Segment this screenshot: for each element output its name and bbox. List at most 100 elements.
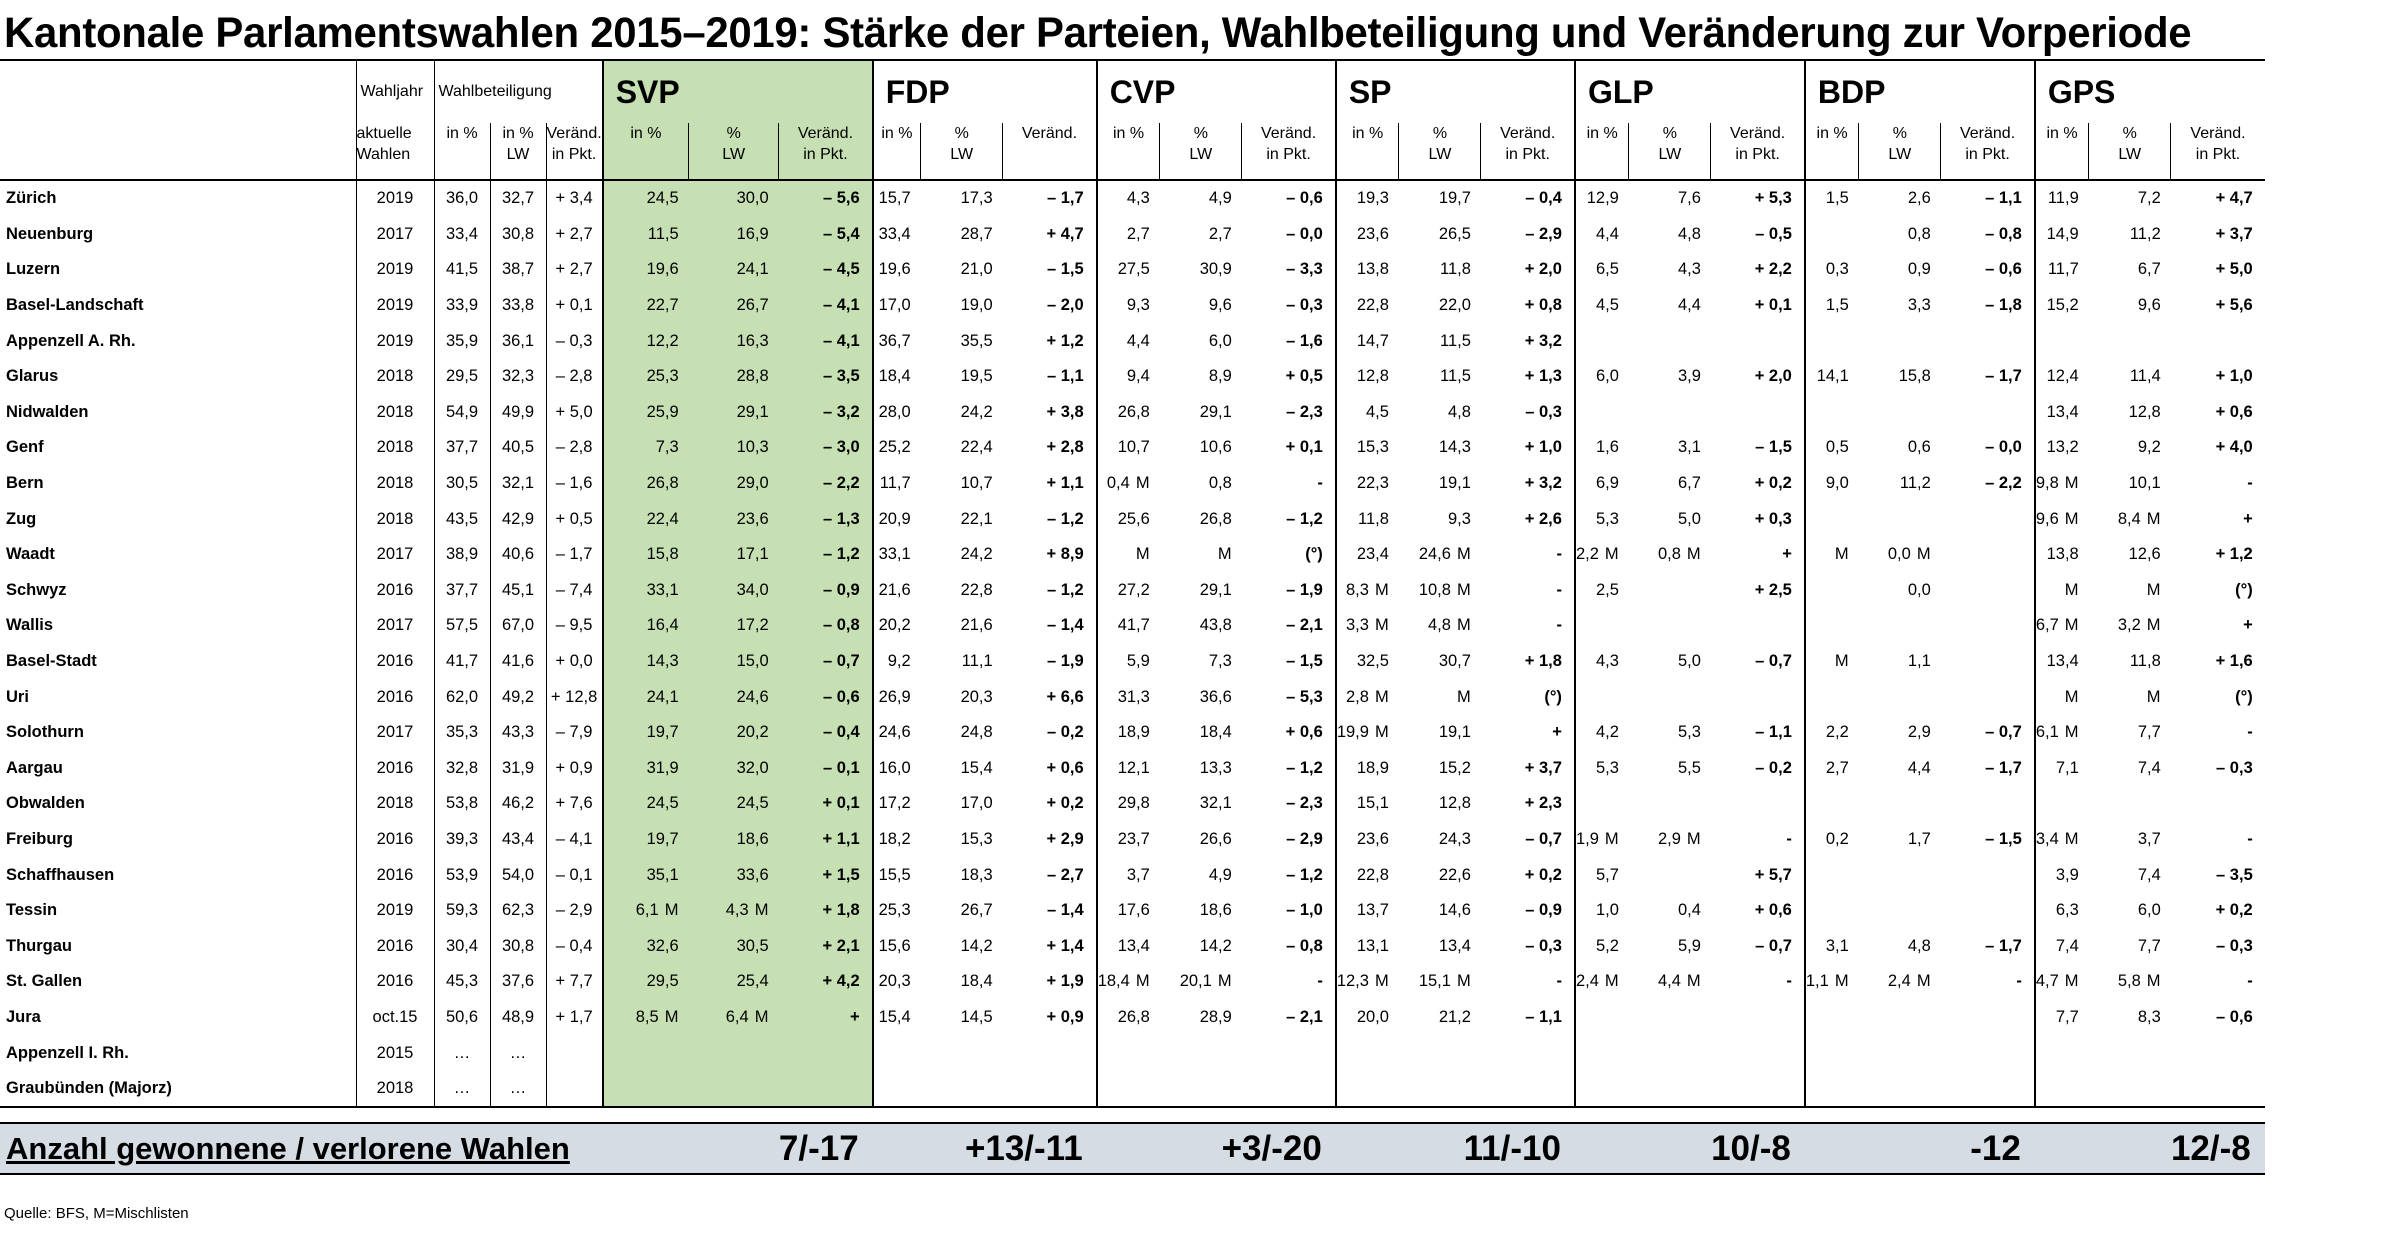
party-change: – 0,7: [1755, 936, 1792, 955]
subheader-line: LW: [1428, 146, 1452, 163]
party-change: + 0,6: [1046, 758, 1084, 777]
party-pct-lw: 4,9: [1208, 865, 1232, 884]
party-pct-lw: 17,0: [960, 794, 993, 813]
party-pct-lw: [1159, 1070, 1242, 1109]
party-header-cvp: CVP: [1095, 59, 1336, 123]
party-pct-lw: 14,2: [1199, 936, 1232, 955]
party-pct: 12,9: [1573, 180, 1629, 217]
party-change: -: [1786, 829, 1792, 848]
party-change: – 1,1: [1525, 1007, 1562, 1026]
party-pct-lw: 17,1: [688, 536, 779, 573]
wahlbeteiligung-lw: 30,8: [489, 928, 546, 965]
subheader-line: in Pkt.: [803, 146, 848, 163]
party-pct: 27,5: [1095, 252, 1160, 288]
party-pct: 2,8 M: [1334, 679, 1399, 715]
party-pct: 0,3: [1803, 252, 1859, 288]
party-change: – 0,1: [778, 750, 874, 787]
party-pct-lw: 14,2: [960, 936, 993, 955]
party-pct-lw: 15,4: [960, 758, 993, 777]
wahlbeteiligung-change: + 2,7: [545, 252, 603, 288]
party-pct: 12,2: [601, 323, 689, 359]
subheader-in-pct: in %: [2033, 123, 2089, 181]
wahlbeteiligung-pct: 62,0: [433, 679, 490, 715]
wahljahr-cell: 2019: [355, 287, 434, 324]
party-pct-lw: [1629, 786, 1711, 822]
wahlbeteiligung-pct: 43,5: [433, 501, 490, 537]
party-pct: 6,1 M: [2033, 714, 2089, 751]
wahlbeteiligung-change: – 1,7: [545, 536, 603, 573]
party-pct: 13,4: [2033, 394, 2089, 431]
wahlbeteiligung-change: – 4,1: [545, 821, 603, 858]
party-pct: 2,7: [1095, 216, 1160, 253]
party-pct: M: [2033, 572, 2089, 609]
party-change: -: [2247, 829, 2253, 848]
party-pct-lw: 2,9: [1907, 723, 1931, 742]
canton-name: Schaffhausen: [6, 865, 115, 884]
party-pct-lw: 0,9: [1907, 260, 1931, 279]
party-change: [1941, 573, 2035, 609]
party-change: [2171, 786, 2265, 822]
canton-name: Genf: [6, 438, 44, 457]
table-row: Schwyz 2016 37,7 45,1– 7,4 33,1 34,0– 0,9 21,6…: [0, 572, 2265, 609]
party-change: -: [1317, 474, 1323, 493]
mischliste-flag: M: [2146, 509, 2161, 528]
party-pct: [1803, 608, 1859, 644]
party-change: – 0,7: [1525, 829, 1562, 848]
summary-value-svp: 7/-17: [602, 1122, 873, 1176]
party-pct-lw: 19,0: [960, 296, 993, 315]
wahlbeteiligung-lw: 32,1: [489, 465, 546, 502]
party-pct-lw: 0,8: [1208, 474, 1232, 493]
party-change: – 1,2: [1286, 865, 1323, 884]
party-pct-lw: 2,6: [1907, 189, 1931, 208]
party-pct-lw: M: [2089, 679, 2171, 715]
party-change: [1241, 1070, 1336, 1109]
party-pct-lw: 35,5: [960, 331, 993, 350]
party-pct-lw: 17,3: [960, 189, 993, 208]
mischliste-flag: M: [2064, 474, 2079, 493]
party-change: – 0,2: [1046, 723, 1084, 742]
party-pct: [1803, 679, 1859, 715]
party-change: – 0,7: [778, 643, 874, 680]
table-row: Basel-Stadt 2016 41,7 41,6 + 0,0 14,3 15,0– 0,…: [0, 643, 2265, 680]
table-row: Obwalden 2018 53,8 46,2 + 7,6 24,5 24,5 + 0,1 17…: [0, 786, 2265, 822]
party-change: [1711, 1000, 1805, 1036]
party-header-sp: SP: [1334, 59, 1575, 123]
subheader-pct-lw: % LW: [1159, 123, 1242, 181]
party-pct-lw: 21,6: [960, 616, 993, 635]
party-pct-lw: 13,3: [1199, 758, 1232, 777]
canton-name: Basel-Stadt: [6, 652, 97, 671]
wahlbeteiligung-lw: 32,7: [489, 180, 546, 217]
party-change: [1711, 608, 1805, 644]
party-change: +: [1552, 723, 1562, 742]
party-pct-lw: 5,8 M: [2089, 964, 2171, 1000]
party-pct-lw: 4,8: [1677, 224, 1701, 243]
party-pct: 26,9: [871, 679, 921, 715]
party-pct: 23,4: [1334, 536, 1399, 573]
party-pct: [1803, 786, 1859, 822]
wahljahr-cell: oct.15: [355, 999, 434, 1036]
mischliste-flag: M: [754, 1007, 769, 1026]
party-pct: 29,5: [601, 964, 689, 1000]
party-pct: 1,9 M: [1573, 821, 1629, 858]
party-pct: 25,3: [601, 358, 689, 395]
mischliste-flag: M: [2064, 723, 2079, 742]
subheader-line: Veränd.: [1959, 125, 2016, 142]
wahlbeteiligung-lw: 45,1: [489, 572, 546, 609]
value: 3,2: [2117, 616, 2141, 635]
wahljahr-cell: 2016: [355, 857, 434, 893]
wahljahr-cell: 2016: [355, 643, 434, 680]
party-pct: [1803, 323, 1859, 359]
party-pct: 25,3: [871, 892, 921, 929]
party-change: + 1,2: [2215, 545, 2253, 564]
party-pct-lw: [2089, 323, 2171, 359]
party-pct: [1334, 1035, 1399, 1071]
party-pct: 6,7 M: [2033, 608, 2089, 644]
party-pct: 15,4: [871, 999, 921, 1036]
party-change: – 1,5: [1286, 652, 1323, 671]
party-pct: 13,4: [2033, 643, 2089, 680]
party-change: + 1,9: [1046, 972, 1084, 991]
wahlbeteiligung-change: + 1,7: [545, 999, 603, 1036]
party-pct-lw: 10,7: [960, 474, 993, 493]
party-change: + 2,3: [1524, 794, 1562, 813]
party-pct-lw: 24,2: [960, 545, 993, 564]
